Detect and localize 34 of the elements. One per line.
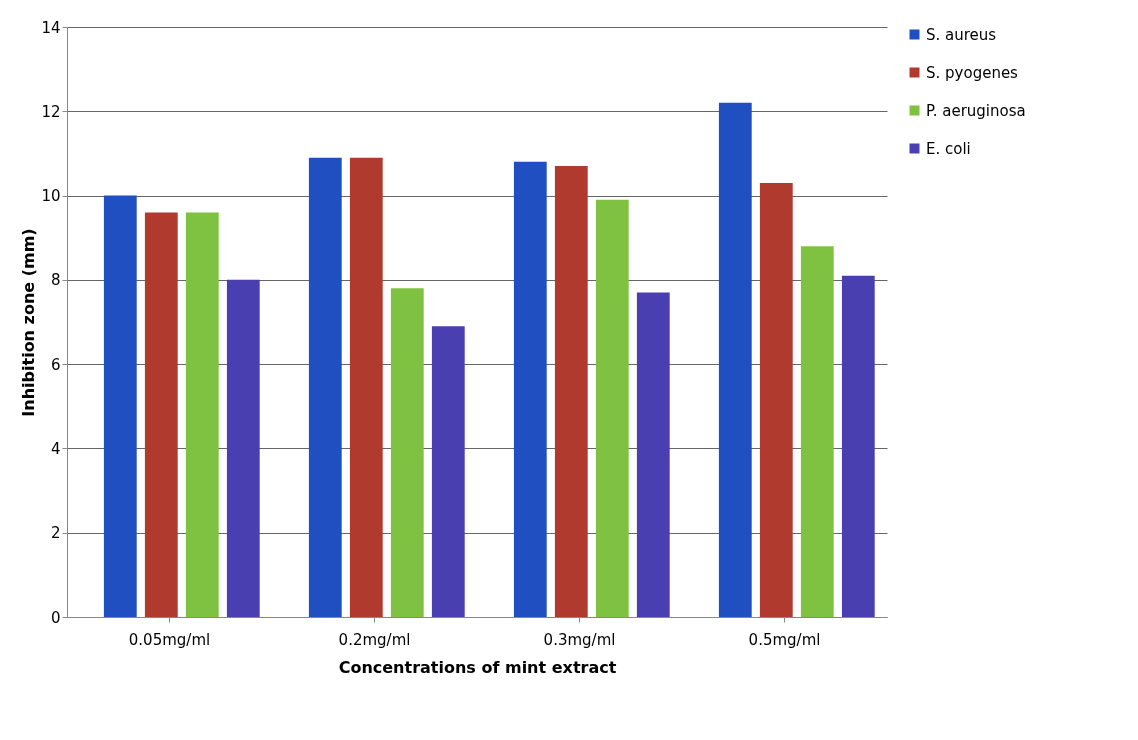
- x-tick-label: 0.5mg/ml: [748, 630, 821, 649]
- y-tick-label: 4: [50, 439, 61, 458]
- y-tick-label: 6: [50, 355, 61, 374]
- bar: [349, 157, 383, 617]
- legend-label: S. pyogenes: [926, 63, 1019, 82]
- bar: [226, 279, 260, 617]
- x-tick-label: 0.2mg/ml: [338, 630, 411, 649]
- bar: [144, 212, 178, 617]
- bar: [390, 288, 424, 617]
- legend-label: S. aureus: [926, 25, 997, 44]
- bar: [718, 102, 752, 617]
- bar: [513, 161, 547, 617]
- y-tick-label: 8: [50, 271, 61, 290]
- y-tick-label: 0: [50, 608, 61, 627]
- bar: [759, 182, 793, 617]
- x-tick-label: 0.3mg/ml: [543, 630, 616, 649]
- y-tick-label: 14: [41, 18, 61, 37]
- x-axis-title: Concentrations of mint extract: [338, 657, 617, 677]
- bar: [308, 157, 342, 617]
- y-axis-title: Inhibition zone (mm): [19, 228, 39, 417]
- y-tick-label: 12: [41, 102, 61, 121]
- legend-label: E. coli: [926, 139, 971, 158]
- bar: [554, 166, 588, 617]
- bar: [185, 212, 219, 617]
- y-tick-label: 10: [41, 187, 61, 206]
- bar: [841, 275, 875, 617]
- bar: [636, 292, 670, 617]
- bar: [800, 246, 834, 617]
- bar: [103, 195, 137, 617]
- y-tick-label: 2: [50, 524, 61, 543]
- x-tick-label: 0.05mg/ml: [128, 630, 211, 649]
- legend-label: P. aeruginosa: [926, 101, 1026, 120]
- bar: [431, 326, 465, 617]
- bar: [595, 199, 629, 617]
